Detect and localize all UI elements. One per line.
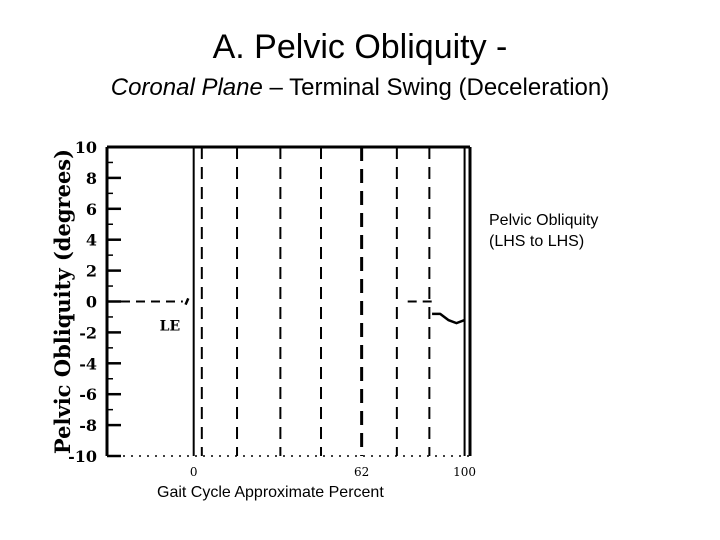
y-tick-label: -10 xyxy=(68,447,97,466)
series-label-line1: Pelvic Obliquity xyxy=(489,212,599,229)
x-tick-label: 100 xyxy=(453,465,476,479)
x-axis-title: Gait Cycle Approximate Percent xyxy=(157,484,384,501)
y-tick-label: -8 xyxy=(79,416,97,435)
subtitle-phase: – Terminal Swing (Deceleration) xyxy=(262,74,610,101)
series-label-line2: (LHS to LHS) xyxy=(489,233,585,250)
y-tick-label: -2 xyxy=(79,323,97,342)
y-tick-label: 2 xyxy=(86,262,97,281)
annotation-label: LE xyxy=(160,319,181,335)
x-tick-label: 0 xyxy=(190,465,198,479)
y-tick-label: 4 xyxy=(86,231,97,250)
series-line xyxy=(184,297,190,306)
slide-subtitle: Coronal Plane – Terminal Swing (Decelera… xyxy=(0,74,720,102)
slide-title: A. Pelvic Obliquity - xyxy=(212,28,508,66)
y-tick-label: 6 xyxy=(86,200,97,219)
y-tick-label: 10 xyxy=(75,138,97,157)
series-line xyxy=(432,312,466,325)
subtitle-plane: Coronal Plane xyxy=(110,74,263,101)
y-tick-label: -4 xyxy=(79,354,97,373)
x-tick-label: 62 xyxy=(354,465,369,479)
y-tick-label: 0 xyxy=(86,293,97,312)
y-tick-label: -6 xyxy=(79,385,97,404)
series-label: Pelvic Obliquity (LHS to LHS) xyxy=(489,210,598,252)
y-axis-title: Pelvic Obliquity (degrees) xyxy=(50,149,75,454)
y-tick-label: 8 xyxy=(86,169,97,188)
